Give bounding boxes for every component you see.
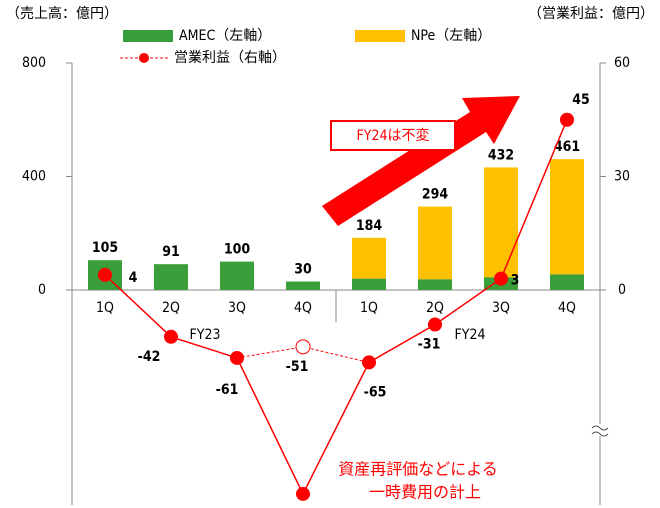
total-label: 100 [224,242,251,258]
x-tick-label: 4Q [294,300,312,316]
bar [352,237,386,279]
y-tick-label: 0 [38,282,46,298]
y2-tick-label: 60 [614,55,630,71]
profit-point [494,271,508,286]
profit-label: -65 [364,384,387,400]
total-label: 432 [488,147,514,163]
annotation-box [330,120,456,151]
profit-point [362,355,376,370]
x-tick-label: 3Q [228,300,246,316]
y-tick-label: 400 [22,169,46,185]
y2-tick-label: 30 [614,169,630,185]
total-label: 30 [294,261,312,277]
profit-label: -31 [418,337,441,353]
bar [220,261,254,290]
x-tick-label: 4Q [558,300,576,316]
axis-break [590,424,610,436]
profit-point [296,486,310,501]
bar [352,278,386,290]
profit-line [104,119,568,496]
profit-label: 4 [129,270,138,286]
x-tick-label: 1Q [360,300,378,316]
legend-label: NPe（左軸） [411,28,491,44]
right-unit: （営業利益：億円） [528,6,654,22]
total-label: 184 [356,218,383,234]
x-tick-label: 2Q [426,300,444,316]
legend-label: AMEC（左軸） [179,28,271,44]
total-label: 105 [92,240,118,256]
x-tick-label: 3Q [492,300,510,316]
bar [418,279,452,290]
adjusted-point [295,339,311,355]
bar [154,264,188,290]
bar [550,274,584,290]
annotation: FY24は不変 [357,127,430,144]
bar [418,206,452,280]
left-unit: （売上高：億円） [6,5,118,22]
profit-point [560,112,574,127]
total-label: 294 [422,187,449,203]
legend-swatch [123,30,173,42]
profit-label: 45 [572,92,590,108]
legend-swatch [355,30,405,42]
legend-dot [139,53,149,63]
profit-label: 3 [511,273,520,289]
profit-label: -61 [216,382,239,398]
y-tick-label: 800 [22,55,46,71]
group-label: FY23 [190,327,221,343]
annotation: 一時費用の計上 [369,483,481,502]
profit-point [230,350,244,365]
adjusted-label: -51 [286,359,309,375]
annotation: 資産再評価などによる [338,460,498,479]
profit-label: -42 [138,349,161,365]
total-label: 461 [554,139,580,155]
x-tick-label: 2Q [162,300,180,316]
x-tick-label: 1Q [96,300,114,316]
profit-point [164,329,178,344]
trend-arrow [322,96,520,226]
bar [286,281,320,290]
bar [550,159,584,275]
axis-break-mark [591,425,609,437]
total-label: 91 [162,244,180,260]
bar [484,167,518,278]
group-label: FY24 [455,327,486,343]
profit-point [98,267,112,282]
y2-tick-label: 0 [618,282,626,298]
legend-label: 営業利益（右軸） [174,50,286,66]
profit-point [428,317,442,332]
